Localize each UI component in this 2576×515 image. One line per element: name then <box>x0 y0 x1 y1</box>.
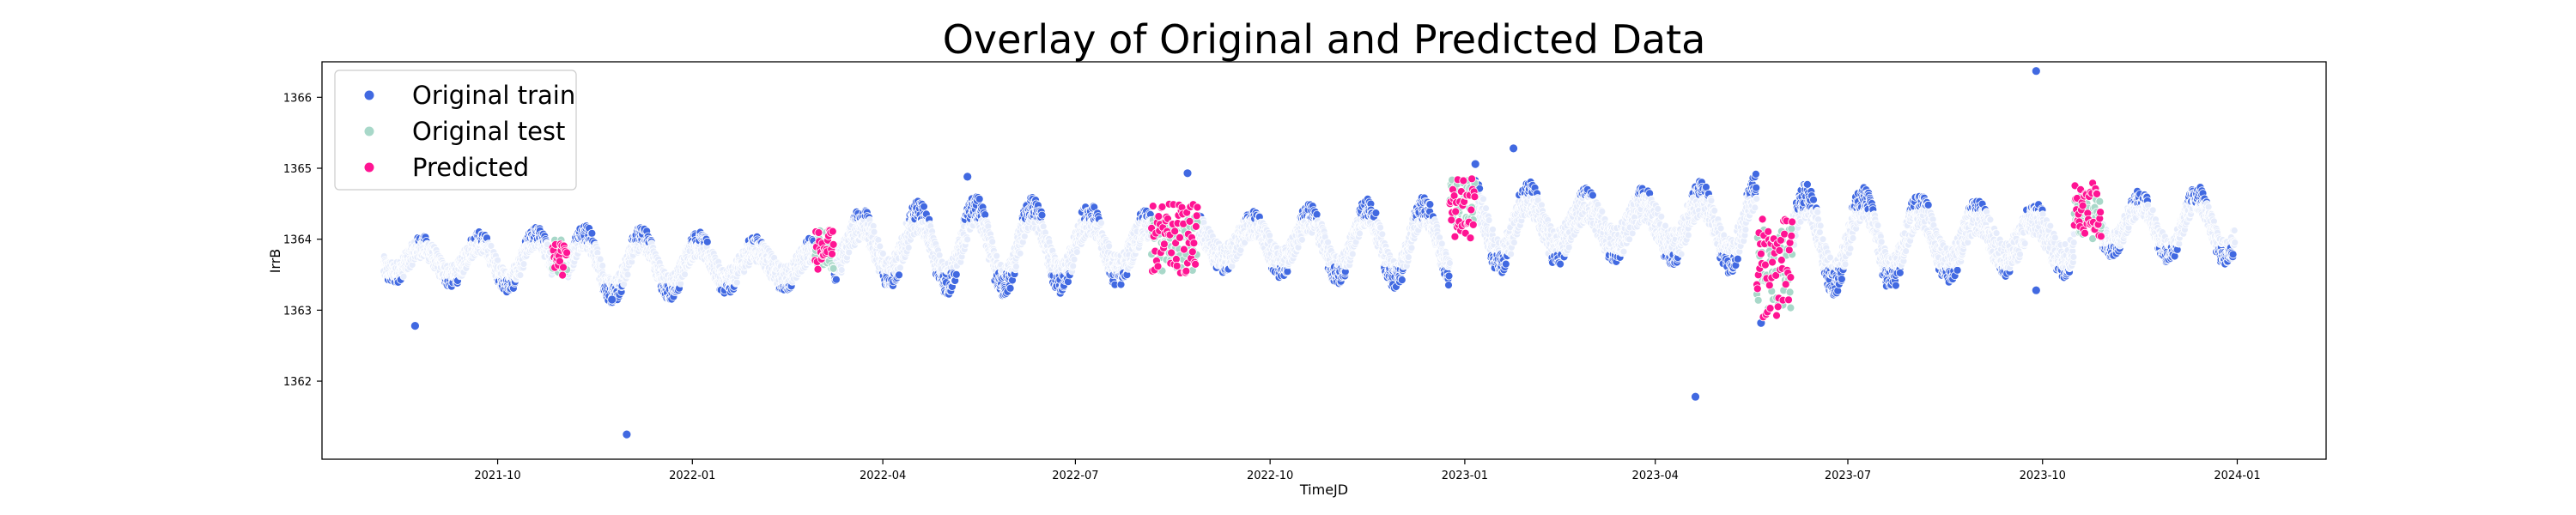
original-train-point <box>1037 210 1047 220</box>
original-train-point <box>1657 212 1666 221</box>
original-train-point <box>1510 239 1518 246</box>
original-train-point <box>1501 259 1510 269</box>
original-train-point <box>681 270 689 279</box>
original-train-point <box>1005 283 1015 293</box>
original-train-point <box>876 242 884 251</box>
original-train-point <box>1298 235 1306 244</box>
original-train-point <box>623 270 632 279</box>
original-train-point <box>1489 225 1497 233</box>
original-train-point <box>1589 191 1597 200</box>
original-train-point <box>1397 276 1406 285</box>
original-train-point <box>975 194 984 203</box>
original-train-point <box>587 228 597 238</box>
original-train-point <box>732 278 741 287</box>
chart-title: Overlay of Original and Predicted Data <box>943 16 1706 63</box>
original-train-point <box>519 260 528 269</box>
original-train-point <box>1266 231 1273 239</box>
original-train-point <box>1097 219 1105 227</box>
original-train-point <box>1444 271 1454 281</box>
original-train-point <box>596 255 605 264</box>
original-train-point <box>1564 243 1573 251</box>
original-train-point <box>895 270 903 280</box>
original-train-point <box>702 237 712 246</box>
original-train-point <box>993 251 1001 260</box>
original-train-point <box>1116 280 1126 289</box>
original-train-point <box>896 264 904 272</box>
original-train-point <box>1407 244 1416 252</box>
original-train-point <box>1371 209 1381 218</box>
original-train-point <box>1378 230 1387 239</box>
original-train-point <box>1485 216 1493 225</box>
original-train-point <box>1446 259 1454 267</box>
series-original-train <box>380 66 2239 439</box>
original-train-point <box>516 271 525 280</box>
original-train-point <box>1598 207 1607 215</box>
original-train-point <box>1437 239 1446 248</box>
original-train-point <box>1039 222 1048 231</box>
original-train-point <box>832 275 841 284</box>
original-train-point <box>1654 204 1662 213</box>
original-train-point <box>1016 249 1024 258</box>
original-train-point <box>1072 248 1081 257</box>
original-train-point <box>1405 253 1413 262</box>
original-train-point <box>494 256 501 264</box>
original-train-point <box>1376 223 1384 232</box>
original-train-point <box>837 266 846 274</box>
original-train-point <box>1348 250 1357 258</box>
original-train-point <box>904 244 913 251</box>
original-train-point <box>1105 242 1113 251</box>
original-train-point <box>920 202 928 211</box>
original-train-point <box>1356 229 1364 238</box>
original-train-point <box>487 241 495 250</box>
original-train-point <box>598 262 607 270</box>
original-train-point <box>1425 200 1435 209</box>
original-train-point <box>1444 281 1453 290</box>
original-train-point <box>1507 250 1515 258</box>
original-train-point <box>988 238 997 246</box>
original-train-point <box>1312 209 1321 219</box>
original-train-point <box>1070 255 1078 264</box>
original-train-point <box>963 235 972 244</box>
original-train-point <box>1069 262 1078 270</box>
original-train-point <box>1482 204 1490 213</box>
original-train-point <box>1619 247 1628 256</box>
original-train-point <box>1012 263 1020 270</box>
original-train-point <box>1479 195 1487 203</box>
original-train-point <box>879 249 887 258</box>
original-train-point <box>951 270 961 279</box>
original-train-point <box>399 272 408 281</box>
original-train-point <box>845 248 854 257</box>
original-train-point <box>870 227 878 236</box>
plot-area <box>380 66 2239 439</box>
original-train-point <box>1324 238 1332 246</box>
original-train-point <box>1556 259 1564 269</box>
